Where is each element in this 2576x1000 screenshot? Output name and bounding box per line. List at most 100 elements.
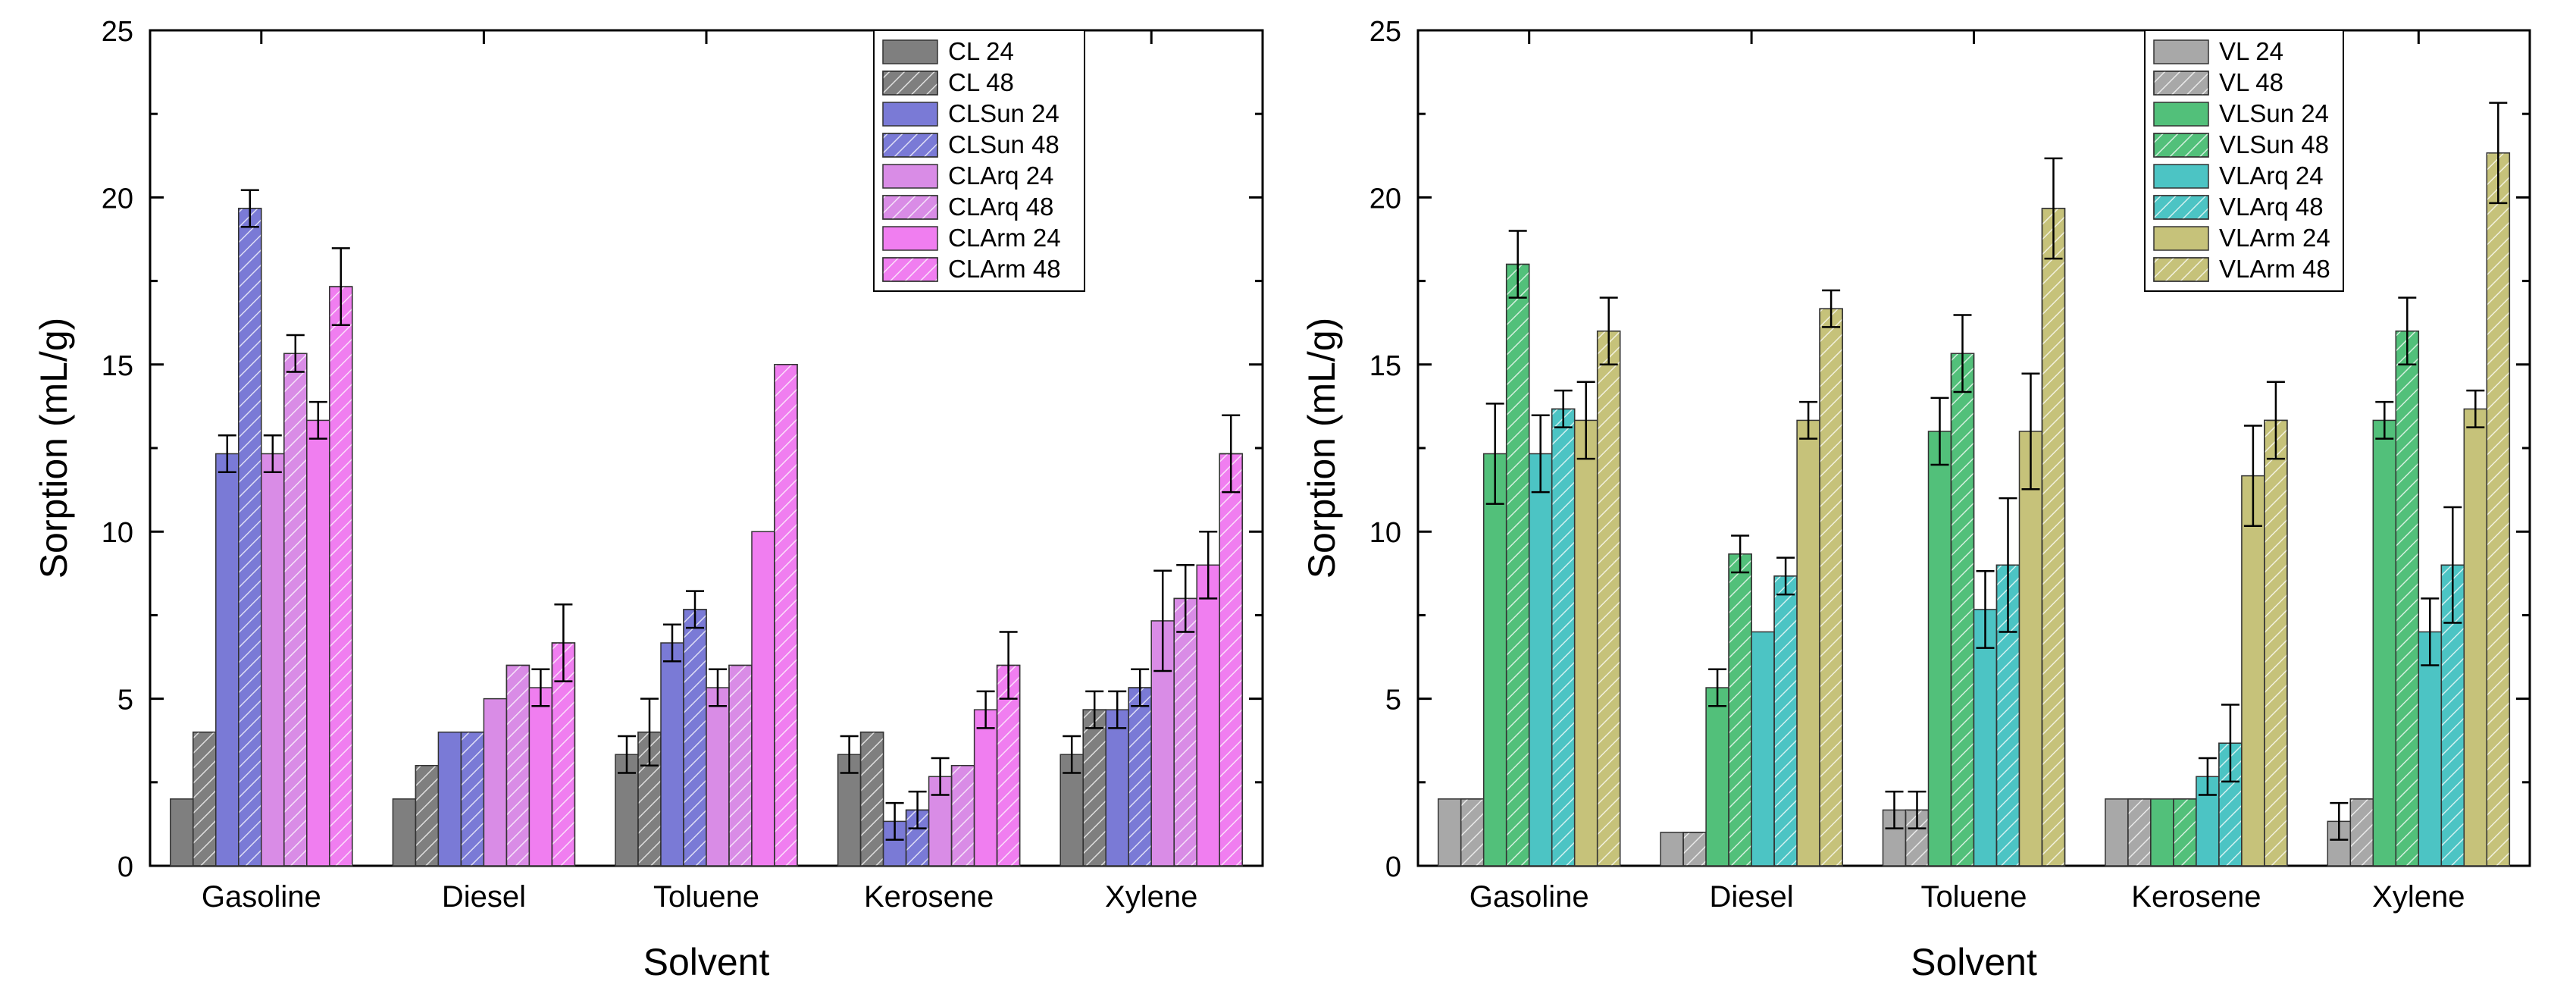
legend-swatch-hatch xyxy=(2153,257,2209,282)
legend-swatch xyxy=(882,39,938,64)
bar-hatch xyxy=(460,731,485,867)
bar-hatch xyxy=(1596,330,1621,867)
legend-swatch-hatch xyxy=(882,257,938,282)
legend-label: VLSun 48 xyxy=(2219,130,2329,158)
bar-hatch xyxy=(950,765,975,867)
bar-hatch xyxy=(1551,408,1576,867)
y-tick-label: 15 xyxy=(1369,350,1401,382)
bar xyxy=(483,697,508,867)
bar xyxy=(392,798,417,867)
x-axis-label: Solvent xyxy=(643,941,770,983)
bar-hatch xyxy=(1773,575,1798,867)
x-tick-label: Gasoline xyxy=(1470,880,1589,914)
bar-hatch xyxy=(505,664,531,867)
x-tick-label: Xylene xyxy=(2372,880,2465,914)
legend-swatch xyxy=(882,164,938,189)
y-tick-label: 20 xyxy=(102,183,133,215)
bar xyxy=(1196,564,1220,867)
y-tick-label: 15 xyxy=(102,350,133,382)
bar-hatch xyxy=(2264,419,2288,867)
y-tick-label: 5 xyxy=(117,685,133,716)
bar-hatch xyxy=(238,208,262,867)
bar-hatch xyxy=(774,364,798,867)
legend-label: CLArq 24 xyxy=(948,161,1053,190)
bar-hatch xyxy=(2395,330,2420,867)
bar-hatch xyxy=(1173,597,1197,867)
bar xyxy=(751,531,775,867)
y-tick-label: 25 xyxy=(102,16,133,48)
legend-label: VLArm 24 xyxy=(2219,224,2330,252)
bar xyxy=(1705,687,1729,867)
bar-hatch xyxy=(1950,353,1975,867)
bar-hatch xyxy=(1819,308,1843,867)
bar-hatch xyxy=(192,731,217,867)
bar-hatch xyxy=(2486,152,2511,867)
bar-hatch xyxy=(1082,709,1106,867)
legend-label: CLArm 48 xyxy=(948,255,1061,283)
legend-swatch-hatch xyxy=(882,133,938,158)
bar xyxy=(973,709,998,867)
bar xyxy=(528,687,553,867)
bar-hatch xyxy=(683,609,707,867)
y-tick-label: 0 xyxy=(117,851,133,883)
bar-hatch xyxy=(1682,832,1707,867)
y-axis-label: Sorption (mL/g) xyxy=(1301,318,1343,579)
legend-swatch-hatch xyxy=(2153,71,2209,96)
x-tick-label: Kerosene xyxy=(2131,880,2261,914)
y-tick-label: 10 xyxy=(102,517,133,549)
bar-hatch xyxy=(1128,687,1152,867)
legend-label: VLSun 24 xyxy=(2219,99,2329,127)
bar xyxy=(2018,431,2043,867)
x-tick-label: Toluene xyxy=(653,880,759,914)
bar xyxy=(170,798,194,867)
legend-label: VLArm 48 xyxy=(2219,255,2330,283)
legend-label: CLSun 24 xyxy=(948,99,1060,127)
bar-hatch xyxy=(859,731,884,867)
bar xyxy=(1751,631,1775,867)
legend-swatch-hatch xyxy=(882,71,938,96)
bar-hatch xyxy=(728,664,753,867)
y-tick-label: 10 xyxy=(1369,517,1401,549)
bar xyxy=(1573,419,1598,867)
bar xyxy=(2241,475,2265,867)
bar-hatch xyxy=(2041,208,2066,867)
bar-hatch xyxy=(415,765,440,867)
bar xyxy=(437,731,462,867)
bar xyxy=(2372,419,2397,867)
legend-label: VL 24 xyxy=(2219,37,2283,65)
bar xyxy=(1660,832,1684,867)
bar xyxy=(1927,431,1952,867)
legend-label: CLArq 48 xyxy=(948,193,1053,221)
chart-left: 0 5 10 15 20 25 Gasoline Diesel Toluene Kerosene X… xyxy=(33,16,1264,983)
bar-hatch xyxy=(1505,263,1530,867)
legend-label: VLArq 48 xyxy=(2219,193,2324,221)
x-tick-label: Diesel xyxy=(442,880,526,914)
x-tick-label: Gasoline xyxy=(202,880,321,914)
bar xyxy=(215,453,239,867)
bar-hatch xyxy=(1460,798,1485,867)
legend-swatch xyxy=(882,102,938,127)
x-tick-label: Toluene xyxy=(1920,880,2027,914)
y-tick-label: 20 xyxy=(1369,183,1401,215)
legend-label: CLArm 24 xyxy=(948,224,1061,252)
legend-label: CLSun 48 xyxy=(948,130,1060,158)
y-tick-label: 0 xyxy=(1385,851,1401,883)
bar xyxy=(1482,453,1507,867)
legend-swatch xyxy=(2153,102,2209,127)
x-tick-label: Xylene xyxy=(1105,880,1197,914)
bar xyxy=(306,419,330,867)
bar xyxy=(2105,798,2129,867)
chart-right: 0 5 10 15 20 25 Gasoline Diesel Toluene Kerosene X… xyxy=(1301,16,2531,983)
bar-hatch xyxy=(1219,453,1243,867)
legend-swatch xyxy=(882,226,938,251)
bar xyxy=(706,687,730,867)
x-tick-label: Kerosene xyxy=(864,880,994,914)
bar xyxy=(2463,408,2488,867)
legend-swatch-hatch xyxy=(2153,133,2209,158)
bar-hatch xyxy=(2127,798,2152,867)
bar xyxy=(261,453,285,867)
legend-label: VLArq 24 xyxy=(2219,161,2324,190)
bar xyxy=(1437,798,1462,867)
legend-label: VL 48 xyxy=(2219,68,2283,96)
y-axis-label: Sorption (mL/g) xyxy=(33,318,75,579)
